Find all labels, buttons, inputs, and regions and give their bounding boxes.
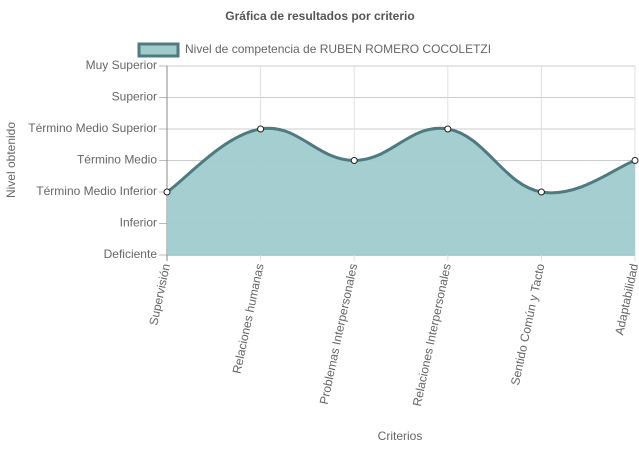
legend-swatch <box>137 42 180 58</box>
point <box>444 125 452 133</box>
x-tick-label: Relaciones humanas <box>230 262 267 375</box>
y-tick-label: Inferior <box>120 216 157 230</box>
y-tick-label: Muy Superior <box>86 58 157 72</box>
y-tick-label: Término Medio Superior <box>28 121 157 135</box>
x-tick-label: Sentido Común y Tacto <box>508 262 548 386</box>
x-axis-title: Criterios <box>378 429 423 443</box>
x-tick-label: Relaciones Interpersonales <box>410 262 454 407</box>
point <box>163 188 171 196</box>
point <box>631 157 639 164</box>
x-tick-label: Supervisión <box>146 262 173 326</box>
y-tick-label: Deficiente <box>104 247 158 261</box>
point <box>350 157 358 164</box>
y-tick-label: Término Medio <box>77 153 157 167</box>
x-tick-label: Adaptabilidad <box>612 262 639 336</box>
y-tick-label: Término Medio Inferior <box>36 184 157 198</box>
point <box>257 125 265 133</box>
y-tick-label: Superior <box>112 90 157 104</box>
point <box>537 188 545 196</box>
legend-label: Nivel de competencia de RUBEN ROMERO COC… <box>185 42 491 56</box>
area-fill <box>167 128 635 255</box>
chart-title: Gráfica de resultados por criterio <box>225 9 414 23</box>
line <box>166 126 636 195</box>
y-axis-title: Nivel obtenido <box>4 122 18 198</box>
x-tick-label: Problemas Interpersonales <box>317 262 361 405</box>
